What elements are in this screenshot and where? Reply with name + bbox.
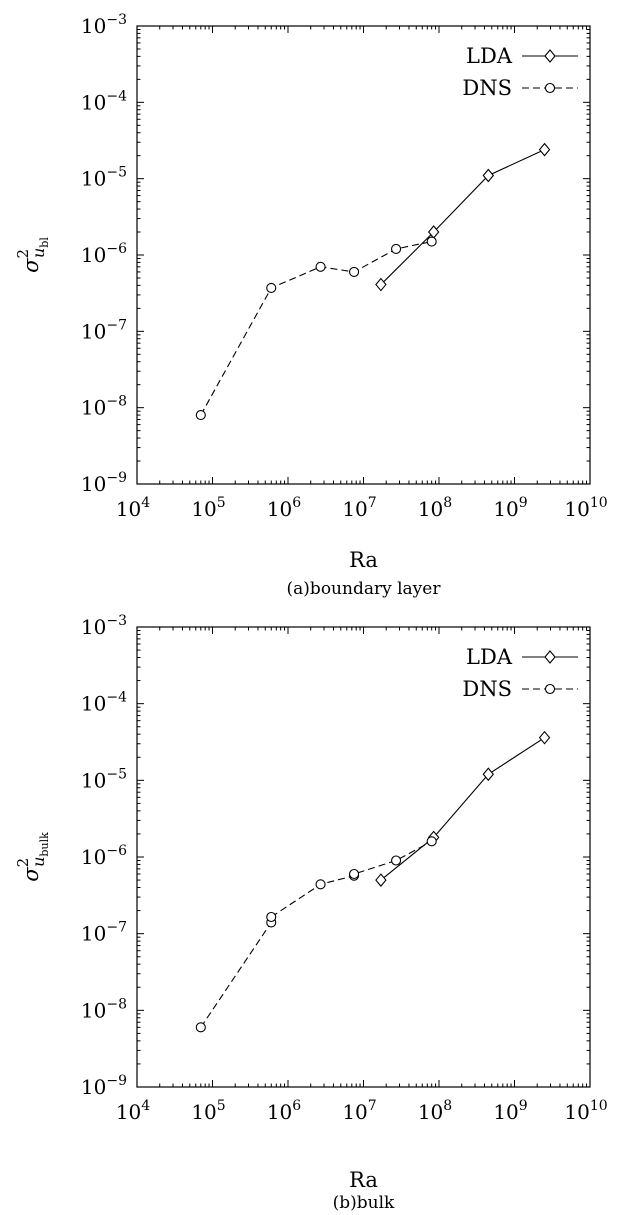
legend-marker-dns [544,82,556,94]
y-tick-label: 10−6 [81,241,127,267]
y-tick-label: 10−4 [81,690,127,716]
data-point-lda [482,168,495,183]
data-point-lda [538,730,551,745]
y-axis-ticks [137,626,590,1088]
y-tick-label: 10−4 [81,88,127,114]
data-point-dns [266,911,277,923]
data-point-lda [375,277,387,292]
data-point-lda [482,767,495,782]
x-tick-label: 1010 [564,1098,607,1124]
x-tick-label: 107 [342,1098,376,1124]
data-point-dns [195,1022,206,1033]
x-tick-label: 106 [267,495,301,521]
x-axis-title: Ra [349,1168,378,1192]
series-lda [375,730,551,887]
series-line-dns [200,840,432,1028]
y-tick-label: 10−5 [81,165,127,191]
data-point-dns [315,879,326,890]
y-tick-label: 10−6 [81,843,127,869]
y-tick-label: 10−8 [81,996,127,1022]
x-tick-label: 105 [191,495,225,521]
legend-marker-dns [544,683,556,695]
x-axis-ticks [136,627,591,1087]
legend-label-dns: DNS [462,677,512,701]
legend-label-dns: DNS [462,76,512,100]
legend: LDA DNS [462,44,578,100]
x-tick-label: 107 [342,495,376,521]
data-point-dns [195,410,206,421]
legend-marker-lda [544,650,556,664]
y-tick-label: 10−9 [81,1073,127,1099]
series-dns [195,236,437,421]
y-axis-title: σ2ubulk [14,832,51,882]
data-point-dns [391,243,402,255]
x-tick-label: 109 [493,495,527,521]
data-point-lda [375,873,387,887]
x-tick-label: 1010 [564,495,607,521]
data-point-dns [349,266,360,277]
data-point-dns [426,236,437,247]
x-tick-label: 108 [418,1098,452,1124]
x-tick-label: 109 [493,1098,527,1124]
y-tick-label: 10−7 [81,317,127,343]
x-axis-ticks [136,26,591,484]
legend-label-lda: LDA [466,645,513,669]
x-tick-label: 104 [116,1098,150,1124]
chart-bulk: 104 105 106 107 108 109 1010 10−9 10−8 10−7 10−6 10… [14,613,608,1213]
series-line-lda [380,149,545,285]
y-axis-ticks [137,25,590,485]
x-tick-label: 108 [418,495,452,521]
y-tick-label: 10−3 [81,12,127,38]
x-tick-label: 105 [191,1098,225,1124]
data-point-dns [426,836,437,847]
chart-caption: (b)bulk [333,1193,395,1213]
series-lda [375,142,551,292]
y-tick-label: 10−3 [81,613,127,639]
chart-boundary-layer: 104 105 106 107 108 109 1010 10−9 10−8 10−7 10−6 10… [14,12,608,599]
series-line-dns [200,241,432,416]
data-point-dns [266,282,277,294]
plot-frame [136,626,591,1088]
x-tick-label: 106 [267,1098,301,1124]
y-tick-label: 10−5 [81,766,127,792]
y-axis-title: σ2ubl [14,237,51,273]
data-point-dns [315,261,326,272]
data-point-lda [538,142,551,157]
series-dns [195,836,437,1033]
legend: LDA DNS [462,645,578,701]
y-tick-label: 10−9 [81,470,127,496]
data-point-dns [391,855,402,866]
chart-caption: (a)boundary layer [287,579,442,599]
legend-label-lda: LDA [466,44,513,68]
legend-marker-lda [544,49,556,63]
x-tick-label: 104 [116,495,150,521]
x-axis-title: Ra [349,548,378,572]
series-line-lda [380,737,545,881]
y-tick-label: 10−7 [81,920,127,946]
data-point-dns [349,868,360,880]
y-tick-label: 10−8 [81,394,127,420]
